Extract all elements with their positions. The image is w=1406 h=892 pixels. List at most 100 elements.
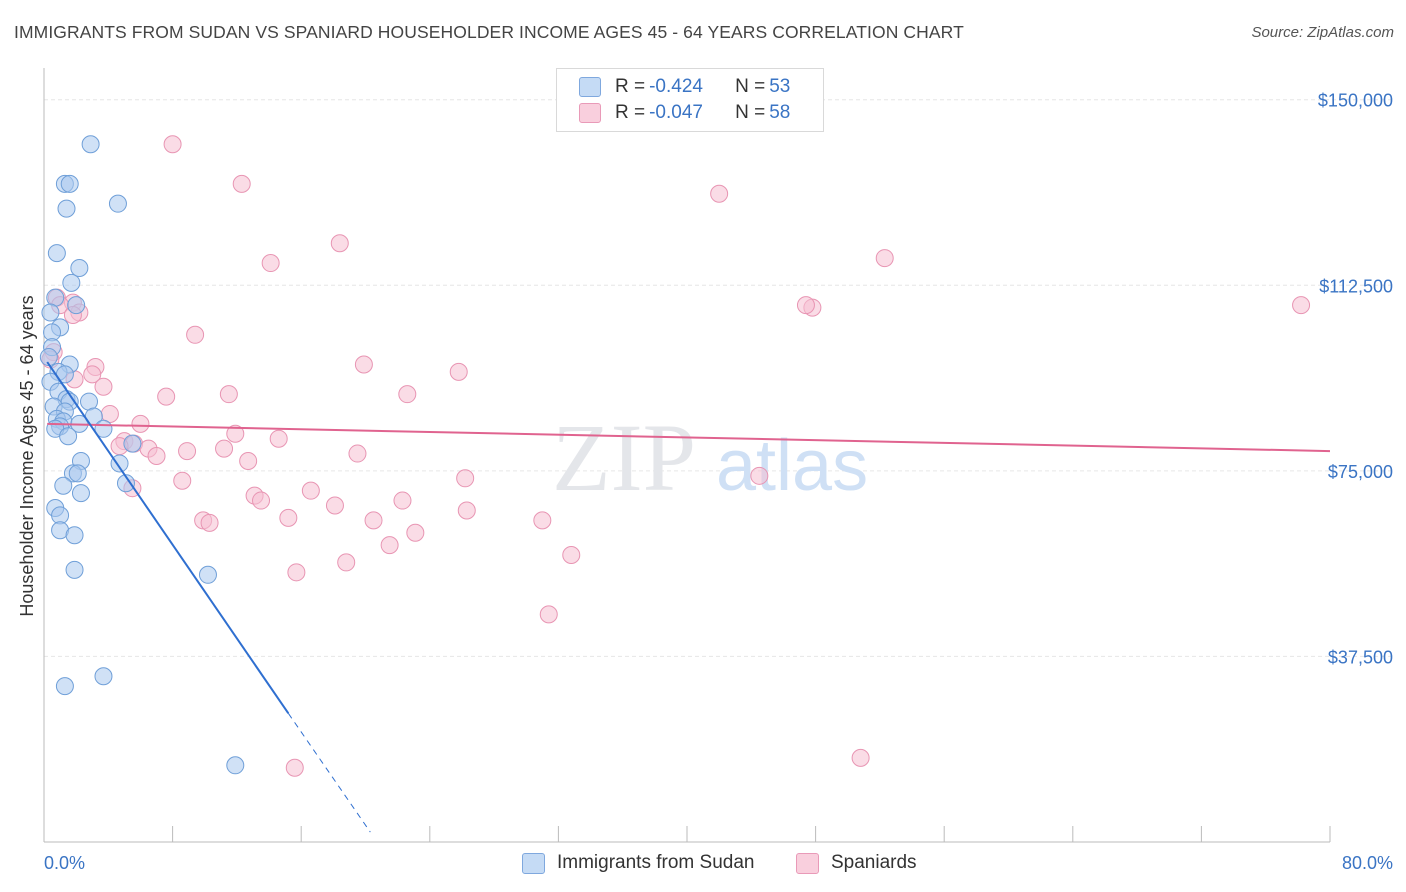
- stats-legend: R = -0.424 N = 53 R = -0.047 N = 58: [556, 68, 824, 132]
- data-point: [285, 758, 304, 777]
- bottom-legend-label-spaniards: Spaniards: [831, 852, 917, 873]
- bottom-legend-sudan: Immigrants from Sudan: [522, 852, 754, 874]
- legend-n-label: N =: [735, 76, 766, 97]
- data-point: [325, 496, 344, 515]
- watermark-zip: ZIP: [552, 404, 696, 511]
- legend-r-label: R =: [615, 76, 646, 97]
- data-point: [163, 135, 182, 154]
- data-point: [330, 234, 349, 253]
- data-point: [354, 355, 373, 374]
- watermark: ZIP atlas: [552, 404, 868, 511]
- data-point: [364, 511, 383, 530]
- legend-n-label: N =: [735, 102, 766, 123]
- data-point: [1292, 296, 1311, 315]
- data-point: [157, 387, 176, 406]
- data-point: [116, 474, 135, 493]
- data-point: [173, 471, 192, 490]
- data-point: [562, 545, 581, 564]
- data-point: [70, 258, 89, 277]
- data-point: [62, 273, 81, 292]
- data-point: [55, 677, 74, 696]
- source-credit: Source: ZipAtlas.com: [1251, 24, 1394, 41]
- data-point: [875, 249, 894, 268]
- data-point: [71, 484, 90, 503]
- data-point: [65, 526, 84, 545]
- axes: [43, 68, 1331, 843]
- data-point: [131, 414, 150, 433]
- data-point: [796, 296, 815, 315]
- y-axis-label: Householder Income Ages 45 - 64 years: [17, 295, 37, 616]
- bottom-legend-spaniards: Spaniards: [796, 852, 917, 874]
- data-point: [456, 469, 475, 488]
- data-point: [261, 254, 280, 273]
- data-point: [198, 565, 217, 584]
- trend-line-sudan-extension: [287, 713, 371, 833]
- data-point: [398, 385, 417, 404]
- data-point: [232, 174, 251, 193]
- data-point: [226, 756, 245, 775]
- legend-row-spaniards: R = -0.047 N = 58: [579, 101, 790, 125]
- data-point: [269, 429, 288, 448]
- data-point: [301, 481, 320, 500]
- data-point: [54, 476, 73, 495]
- data-point: [252, 491, 271, 510]
- legend-swatch-blue: [579, 77, 601, 97]
- trend-line-spaniards: [47, 422, 1331, 453]
- data-point: [457, 501, 476, 520]
- data-point: [60, 174, 79, 193]
- legend-n-value: 58: [769, 102, 791, 123]
- data-point: [186, 325, 205, 344]
- legend-swatch-pink: [579, 103, 601, 123]
- data-point: [68, 464, 87, 483]
- data-point: [57, 199, 76, 218]
- legend-row-sudan: R = -0.424 N = 53: [579, 75, 790, 99]
- data-point: [219, 385, 238, 404]
- data-point: [47, 244, 66, 263]
- data-point: [110, 454, 129, 473]
- data-point: [67, 296, 86, 315]
- x-tick-max: 80.0%: [1342, 853, 1393, 873]
- legend-r-value: -0.424: [649, 76, 703, 97]
- data-point: [449, 362, 468, 381]
- sudan-points: [39, 135, 245, 775]
- data-point: [710, 184, 729, 203]
- data-point: [94, 377, 113, 396]
- data-point: [147, 447, 166, 466]
- data-point: [533, 511, 552, 530]
- data-point: [393, 491, 412, 510]
- data-point: [65, 560, 84, 579]
- data-point: [59, 427, 78, 446]
- y-tick-label: $37,500: [1328, 647, 1393, 667]
- data-point: [348, 444, 367, 463]
- chart-title: IMMIGRANTS FROM SUDAN VS SPANIARD HOUSEH…: [14, 22, 964, 42]
- data-point: [94, 667, 113, 686]
- legend-r-value: -0.047: [649, 102, 703, 123]
- data-point: [750, 466, 769, 485]
- legend-n-value: 53: [769, 76, 791, 97]
- trend-lines: [46, 361, 1331, 833]
- data-point: [215, 439, 234, 458]
- y-tick-label: $75,000: [1328, 462, 1393, 482]
- x-tick-min: 0.0%: [44, 853, 85, 873]
- y-tick-label: $112,500: [1319, 276, 1393, 296]
- data-point: [226, 424, 245, 443]
- bottom-legend-label-sudan: Immigrants from Sudan: [557, 852, 755, 873]
- data-point: [123, 434, 142, 453]
- data-point: [239, 451, 258, 470]
- data-point: [279, 508, 298, 527]
- data-point: [81, 135, 100, 154]
- data-point: [83, 365, 102, 384]
- data-point: [539, 605, 558, 624]
- legend-r-label: R =: [615, 102, 646, 123]
- data-point: [337, 553, 356, 572]
- y-tick-labels: $37,500 $75,000 $112,500 $150,000: [1318, 91, 1393, 668]
- data-point: [287, 563, 306, 582]
- data-point: [200, 513, 219, 532]
- bottom-legend-swatch-pink: [796, 852, 819, 874]
- data-point: [178, 442, 197, 461]
- data-point: [41, 303, 60, 322]
- y-tick-label: $150,000: [1318, 91, 1393, 111]
- data-point: [406, 523, 425, 542]
- data-point: [851, 748, 870, 767]
